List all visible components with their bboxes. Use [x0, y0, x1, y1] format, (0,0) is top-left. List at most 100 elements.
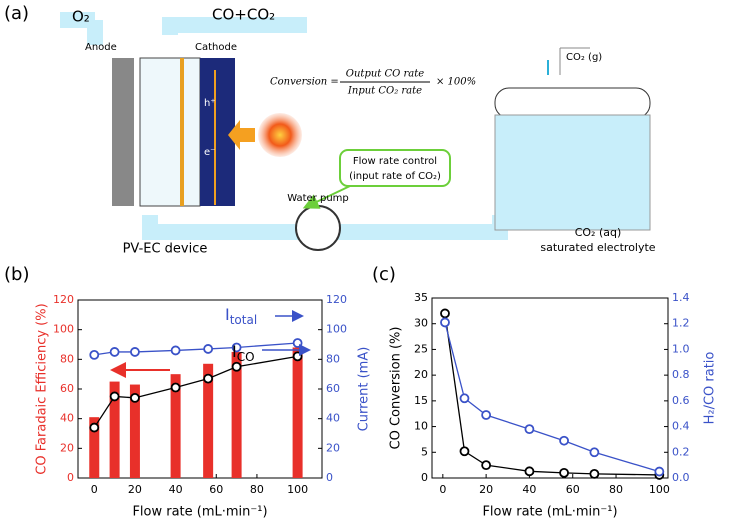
- y-tick-label: 30: [414, 317, 428, 330]
- formula: Conversion =: [270, 77, 339, 88]
- y2-tick-label: 20: [326, 441, 340, 454]
- label: PV-EC device: [123, 242, 208, 257]
- panel-label: (a): [4, 3, 29, 24]
- y-tick-label: 0: [67, 471, 74, 484]
- marker: [524, 424, 535, 435]
- x-tick-label: 0: [439, 483, 446, 496]
- bar: [292, 347, 303, 478]
- y2-tick-label: 0: [326, 471, 333, 484]
- x-axis-title: Flow rate (mL·min⁻¹): [482, 505, 617, 520]
- y2-tick-label: 60: [326, 382, 340, 395]
- annotation-text: I: [232, 342, 237, 361]
- bar: [89, 417, 100, 478]
- marker: [130, 347, 140, 357]
- y2-axis-title: Current (mA): [357, 347, 372, 432]
- inlet: [559, 47, 590, 75]
- label: CO+CO₂: [212, 6, 275, 24]
- annotation-text: I: [225, 305, 230, 324]
- label: e⁻: [204, 147, 215, 158]
- formula: Output CO rate: [346, 69, 424, 80]
- y-axis-title: CO Conversion (%): [389, 327, 404, 450]
- y2-tick-label: 0.8: [672, 368, 690, 381]
- marker: [89, 422, 100, 433]
- electrode: [112, 58, 134, 206]
- y-tick-label: 80: [60, 352, 74, 365]
- marker: [109, 347, 120, 357]
- y-axis-title: CO Faradaic Efficiency (%): [35, 303, 50, 474]
- marker: [292, 351, 303, 362]
- x-tick-label: 80: [250, 483, 264, 496]
- marker: [654, 466, 665, 477]
- marker: [170, 345, 181, 356]
- panel-label: (b): [4, 264, 29, 285]
- bar: [170, 374, 181, 478]
- marker: [170, 382, 181, 393]
- y-tick-label: 35: [414, 291, 428, 304]
- control-arrow: [302, 185, 351, 209]
- marker: [589, 468, 600, 479]
- x-tick-label: 100: [649, 483, 670, 496]
- x-tick-label: 100: [287, 483, 308, 496]
- x-tick-label: 40: [522, 483, 536, 496]
- y2-tick-label: 0.2: [672, 445, 690, 458]
- annotation: Itotal: [225, 305, 257, 327]
- line: [444, 313, 660, 476]
- pv-panel: [200, 58, 235, 206]
- marker: [203, 373, 214, 384]
- y2-tick-label: 1.2: [672, 317, 690, 330]
- cell: [139, 57, 201, 207]
- sun: [258, 113, 302, 157]
- diagram: O₂ CO+CO₂ Anode Cathode Conversion = Out…: [60, 6, 656, 257]
- y-tick-label: 20: [60, 441, 74, 454]
- marker: [203, 344, 214, 354]
- y-tick-label: 60: [60, 382, 74, 395]
- y-tick-label: 25: [414, 342, 428, 355]
- marker: [481, 460, 492, 471]
- y2-tick-label: 1.0: [672, 342, 690, 355]
- marker: [89, 349, 100, 360]
- y-tick-label: 10: [414, 420, 428, 433]
- x-axis-title: Flow rate (mL·min⁻¹): [132, 505, 267, 520]
- annotation: ICO: [232, 342, 255, 364]
- pipe: [60, 12, 307, 33]
- tank-top: [494, 87, 651, 119]
- x-tick-label: 20: [479, 483, 493, 496]
- x-tick-label: 40: [169, 483, 183, 496]
- y2-tick-label: 0.6: [672, 394, 690, 407]
- y-tick-label: 0: [421, 471, 428, 484]
- y2-tick-label: 100: [326, 323, 347, 336]
- marker: [459, 393, 470, 404]
- label: Anode: [85, 42, 117, 53]
- y-tick-label: 20: [414, 368, 428, 381]
- wire: [180, 58, 184, 206]
- label: h⁺: [204, 98, 216, 109]
- x-tick-label: 20: [128, 483, 142, 496]
- y-tick-label: 40: [60, 412, 74, 425]
- x-tick-label: 80: [609, 483, 623, 496]
- y2-axis-title: H₂/CO ratio: [703, 352, 718, 425]
- y2-tick-label: 80: [326, 352, 340, 365]
- panel-label: (c): [372, 264, 396, 285]
- marker: [481, 410, 492, 420]
- marker: [524, 466, 535, 477]
- label: O₂: [72, 8, 90, 26]
- line: [93, 355, 298, 428]
- light-arrow: [228, 120, 255, 150]
- marker: [130, 392, 140, 403]
- label: CO₂ (g): [566, 52, 602, 63]
- marker: [440, 317, 450, 328]
- y-tick-label: 15: [414, 394, 428, 407]
- pump: [295, 205, 341, 251]
- annotation-sub: total: [230, 313, 257, 327]
- marker: [459, 446, 470, 457]
- label: CO₂ (aq): [575, 226, 622, 239]
- bar: [129, 384, 140, 478]
- y2-tick-label: 0.4: [672, 420, 690, 433]
- marker: [292, 338, 303, 348]
- control-box: [339, 149, 451, 187]
- formula: × 100%: [436, 77, 476, 88]
- marker: [231, 342, 242, 353]
- label: Cathode: [195, 42, 237, 53]
- y2-tick-label: 40: [326, 412, 340, 425]
